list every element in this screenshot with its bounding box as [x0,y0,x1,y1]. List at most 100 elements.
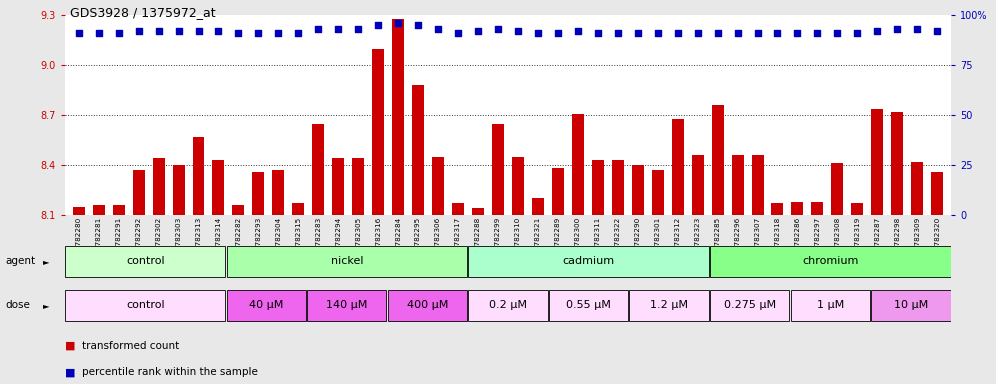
Text: 1 μM: 1 μM [817,300,844,310]
Point [510,28,526,35]
Bar [373,49,384,215]
Bar [752,155,764,215]
Point [830,30,846,36]
Point [570,28,586,35]
Point [810,30,826,36]
Bar [891,112,903,215]
Point [929,28,945,35]
Point [291,30,307,36]
Point [530,30,546,36]
Bar [93,205,105,215]
Point [250,30,266,36]
Point [111,30,126,36]
Bar [852,204,864,215]
Point [889,26,905,32]
Point [410,22,426,28]
Bar [152,159,164,215]
Bar [552,169,564,215]
Text: control: control [126,256,164,266]
Bar [293,204,305,215]
Point [870,28,885,35]
Text: ■: ■ [65,341,76,351]
Bar [468,246,709,276]
Bar [468,290,548,321]
Bar [710,290,790,321]
Point [470,28,486,35]
Bar [791,290,870,321]
Point [170,28,186,35]
Bar [252,172,264,215]
Bar [832,164,844,215]
Point [311,26,327,32]
Point [850,30,866,36]
Text: percentile rank within the sample: percentile rank within the sample [82,367,258,377]
Point [770,30,786,36]
Bar [612,160,623,215]
Text: chromium: chromium [802,256,859,266]
Point [371,22,386,28]
Bar [353,159,365,215]
Point [450,30,466,36]
Point [709,30,725,36]
Point [130,28,146,35]
Bar [931,172,943,215]
Text: 400 μM: 400 μM [406,300,448,310]
Point [270,30,286,36]
Point [750,30,766,36]
Text: 0.55 μM: 0.55 μM [566,300,611,310]
Bar [412,85,424,215]
Text: 0.2 μM: 0.2 μM [489,300,527,310]
Point [91,30,107,36]
Bar [73,207,85,215]
Bar [472,209,484,215]
Point [590,30,606,36]
Text: agent: agent [5,256,35,266]
Point [610,30,625,36]
Bar [549,290,628,321]
Bar [226,290,306,321]
Bar [532,199,544,215]
Point [210,28,226,35]
Bar [911,162,923,215]
Point [550,30,566,36]
Bar [392,19,404,215]
Bar [812,202,824,215]
Point [430,26,446,32]
Bar [592,160,604,215]
Text: 140 μM: 140 μM [326,300,368,310]
Bar [512,157,524,215]
Bar [307,290,386,321]
Bar [132,170,144,215]
Point [351,26,367,32]
Bar [872,290,950,321]
Bar [66,246,225,276]
Text: dose: dose [5,300,30,310]
Text: cadmium: cadmium [563,256,615,266]
Bar [226,246,467,276]
Bar [66,290,225,321]
Bar [272,170,284,215]
Point [230,30,246,36]
Bar [313,124,325,215]
Bar [651,170,663,215]
Text: ►: ► [43,301,50,310]
Point [190,28,206,35]
Text: ■: ■ [65,367,76,377]
Point [649,30,665,36]
Bar [387,290,467,321]
Point [150,28,166,35]
Bar [232,205,244,215]
Text: ►: ► [43,257,50,266]
Bar [172,165,184,215]
Point [689,30,705,36]
Point [629,30,645,36]
Text: 10 μM: 10 μM [893,300,928,310]
Bar [872,109,883,215]
Bar [572,114,584,215]
Bar [710,246,950,276]
Point [71,30,87,36]
Bar [631,165,643,215]
Bar [711,105,723,215]
Bar [772,204,784,215]
Text: GDS3928 / 1375972_at: GDS3928 / 1375972_at [70,6,215,19]
